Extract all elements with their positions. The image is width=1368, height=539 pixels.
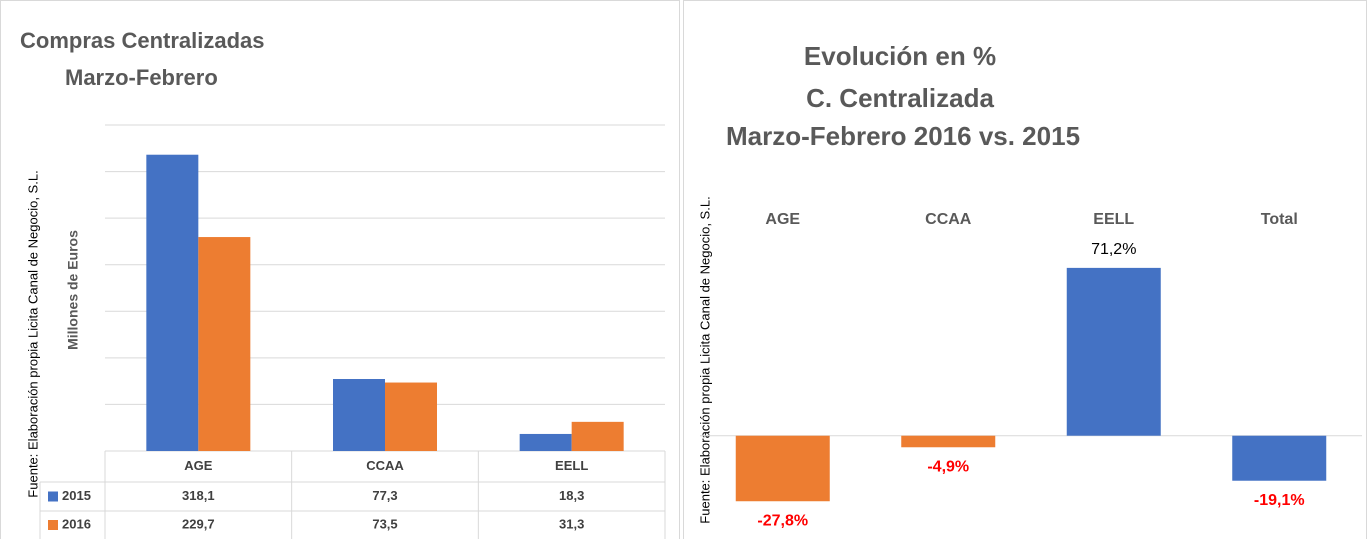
right-panel	[683, 0, 1367, 539]
data-label: -4,9%	[927, 458, 969, 475]
table-header: AGE	[184, 458, 213, 473]
table-value: 318,1	[182, 488, 215, 503]
table-header: CCAA	[366, 458, 404, 473]
bar	[519, 433, 572, 451]
data-label: -19,1%	[1254, 492, 1305, 509]
bar	[901, 435, 996, 448]
bar	[333, 379, 385, 451]
legend-label: 2015	[62, 488, 91, 503]
category-label: Total	[1261, 211, 1298, 228]
bar	[385, 382, 437, 451]
table-value: 77,3	[372, 488, 397, 503]
bar	[1066, 267, 1161, 436]
bar	[735, 435, 830, 502]
category-label: CCAA	[925, 211, 972, 228]
y-axis-label: Millones de Euros	[65, 230, 81, 350]
left-panel	[0, 0, 680, 539]
bar	[571, 421, 624, 451]
bar	[1232, 435, 1327, 481]
table-value: 31,3	[559, 516, 584, 531]
chart-title: Evolución en %	[804, 41, 996, 71]
table-header: EELL	[555, 458, 588, 473]
data-label: 71,2%	[1091, 241, 1136, 258]
category-label: AGE	[765, 211, 800, 228]
legend-swatch	[48, 491, 58, 502]
source-note: Fuente: Elaboración propia Licita Canal …	[25, 170, 40, 497]
bar	[198, 237, 251, 451]
chart-subtitle: Marzo-Febrero 2016 vs. 2015	[726, 121, 1080, 151]
chart-title: Compras Centralizadas	[20, 28, 265, 53]
source-note: Fuente: Elaboración propia Licita Canal …	[697, 196, 712, 523]
bar	[146, 154, 199, 451]
table-value: 73,5	[372, 516, 397, 531]
legend-swatch	[48, 520, 58, 530]
chart-subtitle: C. Centralizada	[806, 83, 994, 113]
chart-subtitle: Marzo-Febrero	[65, 65, 218, 90]
legend-label: 2016	[62, 516, 91, 531]
category-label: EELL	[1093, 211, 1134, 228]
table-value: 18,3	[559, 488, 584, 503]
data-label: -27,8%	[757, 512, 808, 529]
table-value: 229,7	[182, 516, 215, 531]
